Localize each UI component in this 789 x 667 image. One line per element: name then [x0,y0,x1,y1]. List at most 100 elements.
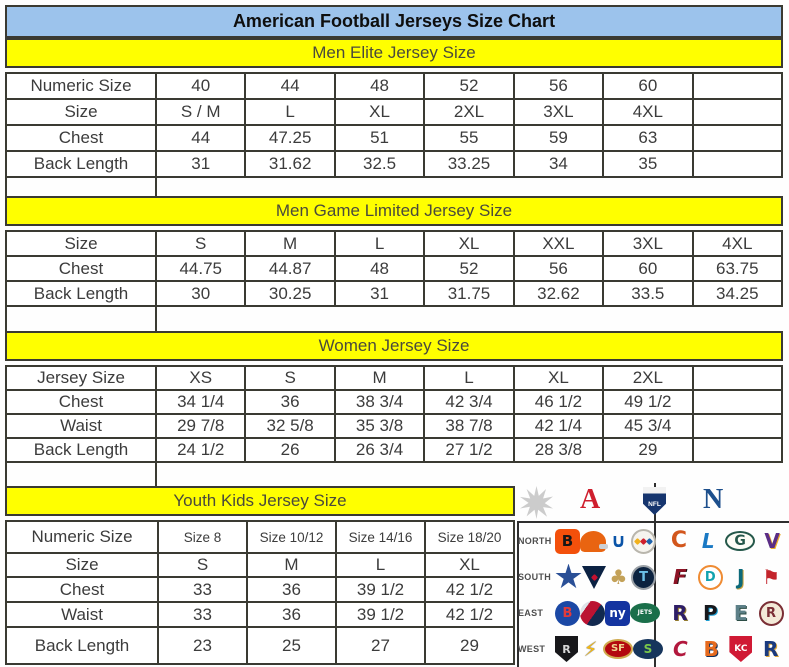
panthers-logo: P [702,601,718,625]
youth-kids-row-label: Size [7,554,159,578]
gap-connector-1 [5,176,157,196]
men-game-limited-cell: L [335,232,426,257]
women-grid: Jersey Size XS S M L XL 2XL Chest 34 1/4 36 38 3/4… [5,365,783,463]
men-elite-cell: 55 [425,126,515,152]
women-cell: M [335,367,426,391]
men-game-limited-cell: 31.75 [425,282,515,307]
division-row-north: NORTH B ∪ C L G V [517,523,789,559]
men-game-limited-cell: XXL [514,232,605,257]
division-label: WEST [518,644,546,654]
panel-horizontal-divider [517,521,789,523]
men-game-limited-cell: S [157,232,247,257]
page-title: American Football Jerseys Size Chart [5,5,783,38]
men-game-limited-cell: M [246,232,336,257]
men-elite-cell: 3XL [514,100,605,126]
jets-logo: JETS [630,603,660,623]
men-game-limited-cell: 30.25 [246,282,336,307]
afc-logo: A [580,484,601,515]
women-cell: 29 7/8 [157,415,247,439]
women-cell: 46 1/2 [514,391,605,415]
youth-kids-cell: 42 1/2 [426,603,515,628]
men-elite-cell: 4XL [604,100,694,126]
men-elite-grid: Numeric Size 40 44 48 52 56 60 Size S / M L XL 2XL 3… [5,72,783,178]
men-game-limited-row-label: Back Length [7,282,157,307]
afc-north-logos: B ∪ [555,528,656,554]
women-cell: 38 7/8 [425,415,515,439]
division-label: EAST [518,608,544,618]
gap-connector-2 [5,305,157,331]
men-game-limited-cell: 30 [157,282,247,307]
youth-kids-row-label: Waist [7,603,159,628]
men-game-limited-cell: 48 [335,257,426,282]
division-label: SOUTH [518,572,551,582]
men-game-limited-cell: 31 [335,282,426,307]
fortyniners-logo: SF [603,639,633,659]
men-elite-cell: 51 [335,126,426,152]
men-elite-table: Men Elite Jersey Size Numeric Size 40 44 48… [5,38,783,178]
panel-left-border [517,521,519,667]
men-elite-cell: 47.25 [246,126,336,152]
bears-logo: C [670,528,687,553]
women-cell: 26 [246,439,336,463]
chargers-bolt-logo: ⚡ [583,637,598,661]
women-cell: 36 [246,391,336,415]
eagles-logo: E [733,601,748,625]
youth-kids-table: Youth Kids Jersey Size Numeric Size Size … [5,486,515,665]
men-elite-cell: 44 [246,74,336,100]
patriots-logo [580,600,605,626]
women-cell [693,391,783,415]
men-game-limited-section-header: Men Game Limited Jersey Size [5,196,783,226]
youth-kids-section-header: Youth Kids Jersey Size [5,486,515,516]
women-cell: 35 3/8 [335,415,426,439]
women-row-label: Jersey Size [7,367,157,391]
nfc-west-logos: C B KC R [662,636,789,662]
men-elite-row-label: Back Length [7,152,157,178]
youth-kids-row-label: Chest [7,578,159,603]
youth-kids-cell: Size 10/12 [248,522,337,554]
men-game-limited-cell: 44.87 [246,257,336,282]
youth-kids-row-label: Numeric Size [7,522,159,554]
men-elite-cell: 35 [604,152,694,178]
women-cell: 45 3/4 [604,415,694,439]
men-elite-cell: 44 [157,126,247,152]
men-elite-cell: XL [335,100,426,126]
ravens-logo: R [672,601,688,625]
women-cell: 34 1/4 [157,391,247,415]
youth-kids-grid: Numeric Size Size 8 Size 10/12 Size 14/16 Si… [5,520,515,665]
bills-logo: B [555,600,580,626]
men-elite-cell: 34 [514,152,605,178]
men-game-limited-row-label: Chest [7,257,157,282]
men-game-limited-cell: 60 [604,257,694,282]
division-row-west: WEST R ⚡ SF S C B KC R [517,631,789,667]
youth-kids-cell: Size 14/16 [337,522,426,554]
youth-kids-cell: 33 [159,603,248,628]
women-cell: 29 [604,439,694,463]
men-elite-row-label: Size [7,100,157,126]
youth-kids-cell: Size 18/20 [426,522,515,554]
men-game-limited-cell: 63.75 [693,257,783,282]
raiders-logo: R [555,636,578,662]
men-elite-cell: L [246,100,336,126]
gap-connector-3 [5,461,157,486]
men-elite-cell: 31 [157,152,247,178]
men-game-limited-table: Men Game Limited Jersey Size Size S M L XL XX… [5,196,783,307]
women-row-label: Chest [7,391,157,415]
youth-kids-cell: M [248,554,337,578]
youth-kids-cell: 33 [159,578,248,603]
texans-logo [582,565,606,589]
vikings-logo: V [764,529,780,553]
youth-kids-cell: 39 1/2 [337,603,426,628]
women-row-label: Back Length [7,439,157,463]
redskins-logo: R [758,600,784,626]
youth-kids-cell: 36 [248,578,337,603]
men-elite-cell: 31.62 [246,152,336,178]
men-game-limited-cell: 56 [514,257,605,282]
dolphins-logo: D [697,564,723,590]
women-cell: L [425,367,515,391]
